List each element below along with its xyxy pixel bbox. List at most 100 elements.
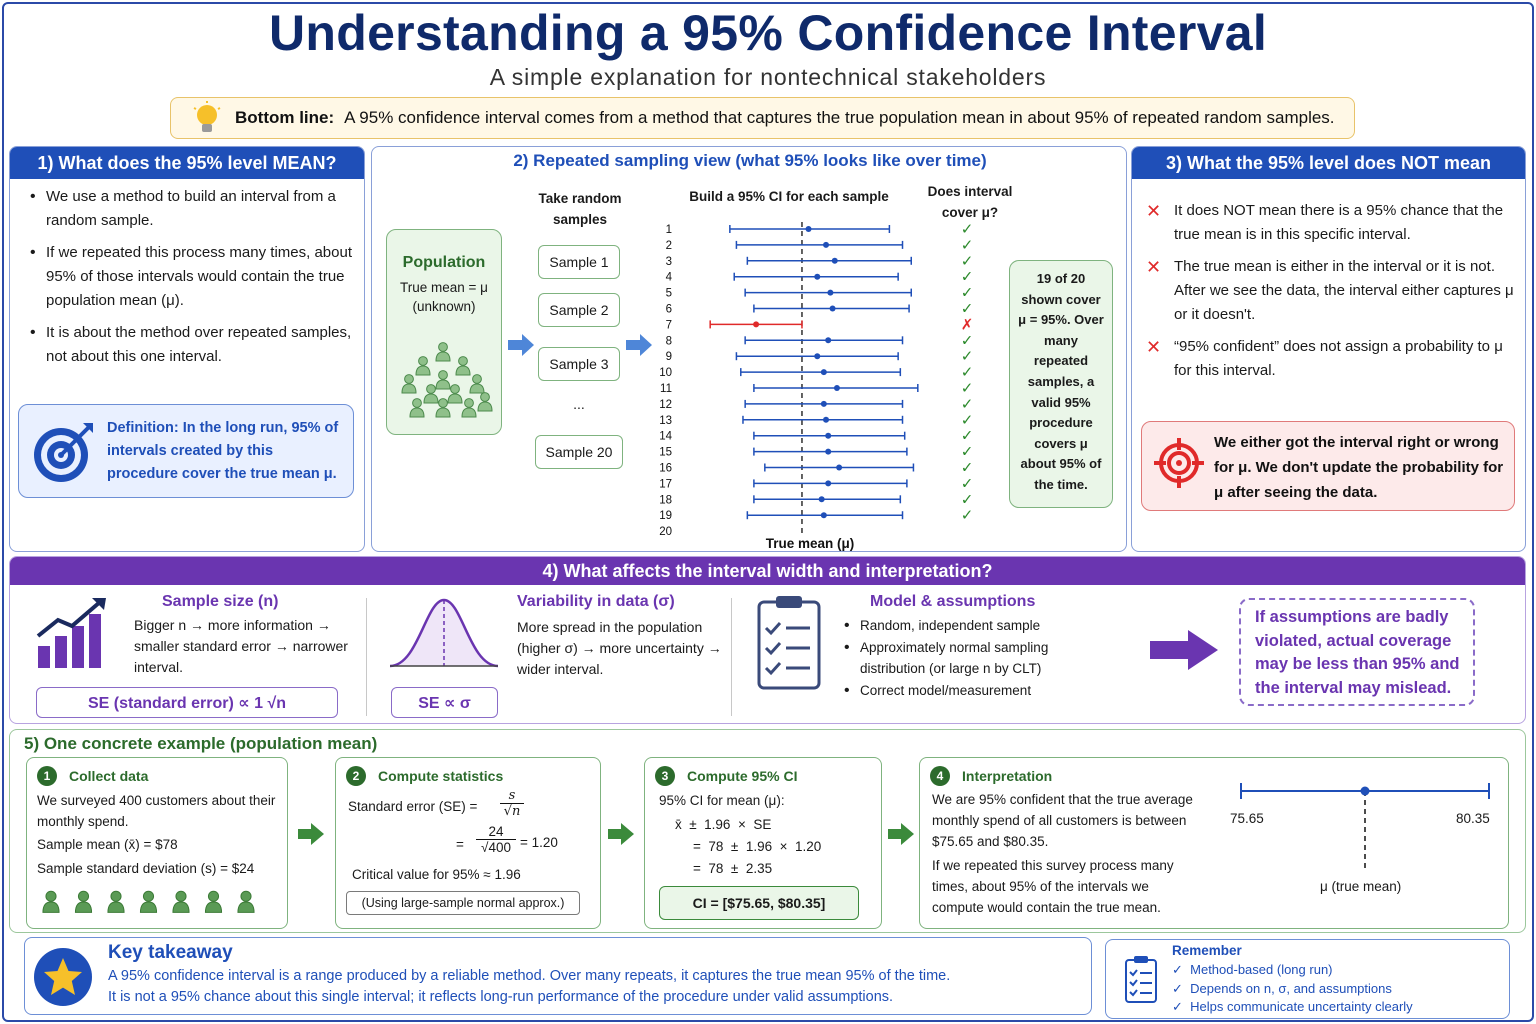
step-compute-ci: 3 Compute 95% CI 95% CI for mean (μ): x̄ … <box>644 757 882 929</box>
not-mean-list: ✕ It does NOT mean there is a 95% chance … <box>1144 199 1516 391</box>
row-label: 20 <box>659 526 672 538</box>
x-mark-icon: ✕ <box>1146 257 1162 277</box>
bottom-line-banner: Bottom line: A 95% confidence interval c… <box>170 97 1355 139</box>
true-mean-label: μ (true mean) <box>1320 879 1402 894</box>
step-number: 2 <box>346 766 366 786</box>
person-icon <box>204 890 223 913</box>
person-icon <box>435 370 451 390</box>
meaning-bullet: If we repeated this process many times, … <box>24 241 354 313</box>
ci-point-estimate <box>825 337 832 344</box>
arrow-right-icon <box>1150 630 1218 675</box>
key-takeaway-line: It is not a 95% chance about this single… <box>108 989 894 1005</box>
step-compute-statistics: 2 Compute statistics Standard error (SE) … <box>335 757 601 929</box>
model-list: Random, independent sample Approximately… <box>838 615 1088 702</box>
row-label: 8 <box>666 335 672 347</box>
ci-point-estimate <box>753 321 760 328</box>
remember-item: ✓ Method-based (long run) <box>1172 962 1333 977</box>
bottom-line-text: A 95% confidence interval comes from a m… <box>344 108 1335 127</box>
arrow-right-icon <box>298 823 324 850</box>
star-icon <box>33 947 93 1012</box>
ci-point-estimate <box>825 448 832 455</box>
ci-simplified: = 78 ± 2.35 <box>693 861 773 876</box>
ci-formula: x̄ ± 1.96 × SE <box>675 817 772 832</box>
check-mark-icon: ✓ <box>961 300 974 318</box>
person-icon <box>74 890 93 913</box>
sample-ellipsis: ... <box>573 396 585 412</box>
step-heading: 3 Compute 95% CI <box>655 766 797 786</box>
ci-point-estimate <box>836 464 843 471</box>
ci-substitution: = 78 ± 1.96 × 1.20 <box>693 839 822 854</box>
ci-result: CI = [$75.65, $80.35] <box>659 886 859 920</box>
coverage-note-box: 19 of 20 shown cover μ = 95%. Over many … <box>1009 260 1113 508</box>
row-label: 7 <box>666 319 672 331</box>
not-mean-item: ✕ The true mean is either in the interval… <box>1146 257 1514 323</box>
person-icon <box>415 356 431 376</box>
ci-upper-label: 80.35 <box>1456 811 1490 826</box>
check-mark-icon: ✓ <box>961 395 974 413</box>
ci-point-estimate <box>814 273 821 280</box>
panel-affects: 4) What affects the interval width and i… <box>9 556 1526 724</box>
interpretation-text-2: If we repeated this survey process many … <box>932 858 1174 915</box>
step-interpretation: 4 Interpretation We are 95% confident tha… <box>919 757 1509 929</box>
population-title: Population <box>402 254 486 271</box>
key-takeaway-title: Key takeaway <box>108 942 233 963</box>
ci-point-estimate <box>805 226 812 232</box>
person-icon <box>477 392 493 412</box>
row-label: 9 <box>666 351 672 363</box>
meaning-bullet: It is about the method over repeated sam… <box>24 321 354 369</box>
sample-box: Sample 2 <box>538 293 620 327</box>
se-fraction-values: 24 √400 <box>476 824 516 855</box>
sample-size-text: Bigger n → more information → smaller st… <box>134 617 348 675</box>
person-icon <box>447 384 463 404</box>
arrow-right-icon <box>888 823 914 850</box>
person-icon <box>461 398 477 418</box>
check-mark-icon: ✓ <box>961 331 974 349</box>
check-mark-icon: ✓ <box>961 427 974 445</box>
arrow-right-icon <box>608 823 634 850</box>
ci-chart: 1 ✓ 2 ✓ 3 ✓ 4 ✓ 5 ✓ 6 ✓ 7 ✗ 8 ✓ 9 ✓ 10 ✓ 11 ✓ 12 ✓ 13 ✓ 14 ✓ 15 ✓ 16 ✓ 1… <box>659 220 974 551</box>
ci-lower-label: 75.65 <box>1230 811 1264 826</box>
panel-example-heading: 5) One concrete example (population mean… <box>24 734 378 753</box>
check-mark-icon: ✓ <box>961 443 974 461</box>
step-heading: 4 Interpretation <box>930 766 1052 786</box>
row-label: 16 <box>659 463 672 475</box>
check-mark-icon: ✓ <box>961 474 974 492</box>
approx-note: (Using large-sample normal approx.) <box>346 891 580 915</box>
person-icon <box>409 398 425 418</box>
page-subtitle: A simple explanation for nontechnical st… <box>489 64 1047 90</box>
panel-not-mean-heading: 3) What the 95% level does NOT mean <box>1132 147 1525 179</box>
bell-curve-icon <box>388 596 500 675</box>
take-samples-label: Take random samples <box>538 191 622 227</box>
bottom-line-label: Bottom line: <box>235 108 335 127</box>
row-label: 15 <box>659 447 672 459</box>
point-estimate-marker <box>1360 786 1370 796</box>
callout-box: We either got the interval right or wron… <box>1141 421 1515 511</box>
check-mark-icon: ✓ <box>961 490 974 508</box>
ci-point-estimate <box>829 305 836 312</box>
step1-sd: Sample standard deviation (s) = $24 <box>37 861 255 876</box>
check-mark-icon: ✓ <box>961 347 974 365</box>
ci-point-estimate <box>831 257 838 264</box>
person-icon <box>423 384 439 404</box>
ci-point-estimate <box>823 241 830 248</box>
check-mark-icon: ✓ <box>961 459 974 477</box>
cross-mark-icon: ✗ <box>961 315 974 333</box>
ci-point-estimate <box>825 432 832 439</box>
model-item: Approximately normal sampling distributi… <box>838 637 1088 679</box>
clipboard-icon <box>1124 956 1158 1009</box>
check-mark-icon: ✓ <box>961 506 974 524</box>
se-equals: = <box>456 837 464 852</box>
person-icon <box>435 398 451 418</box>
se-label: Standard error (SE) = <box>348 799 478 814</box>
check-mark-icon: ✓ <box>961 284 974 302</box>
ci-formula-label: 95% CI for mean (μ): <box>659 793 785 808</box>
se-formula-sigma: SE ∝ σ <box>391 687 498 718</box>
growth-chart-icon <box>34 596 108 677</box>
key-takeaway-line: A 95% confidence interval is a range pro… <box>108 968 951 984</box>
model-item: Correct model/measurement <box>838 680 1088 701</box>
row-label: 13 <box>659 415 672 427</box>
sample-size-title: Sample size (n) <box>162 593 279 610</box>
check-mark-icon: ✓ <box>961 252 974 270</box>
sample-box: Sample 20 <box>535 435 623 469</box>
population-mean: True mean = μ <box>400 280 488 295</box>
